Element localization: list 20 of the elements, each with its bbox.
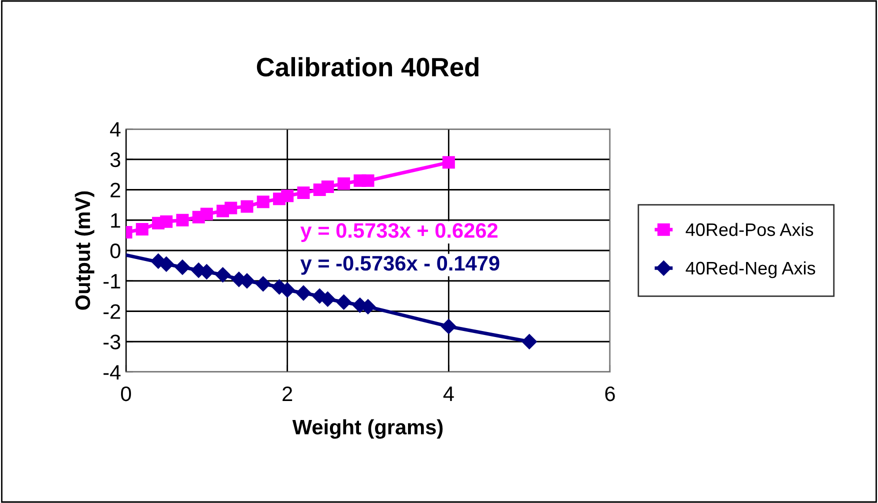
x-axis-title: Weight (grams) [292, 419, 443, 439]
y-tick-label: 0 [110, 244, 120, 258]
y-tick-label: -3 [104, 334, 120, 350]
y-tick-label: 2 [110, 182, 120, 198]
x-tick-label: 2 [282, 386, 292, 401]
x-tick-label: 0 [121, 386, 131, 402]
legend-label: 40Red-Neg Axis [686, 261, 816, 278]
legend-label: 40Red-Pos Axis [686, 222, 814, 236]
y-tick-label: -1 [104, 274, 120, 288]
chart-title: Calibration 40Red [256, 57, 478, 76]
y-tick-label: 3 [110, 152, 120, 168]
y-axis-title: Output (mV) [74, 191, 94, 310]
annotation: y = 0.5733x + 0.6262 [300, 223, 498, 242]
x-tick-label: 4 [443, 386, 454, 401]
y-tick-label: -4 [104, 365, 121, 380]
y-tick-label: 4 [110, 122, 121, 137]
y-tick-label: -2 [104, 304, 120, 319]
x-tick-label: 6 [605, 386, 615, 402]
annotation: y = -0.5736x - 0.1479 [300, 256, 500, 275]
y-tick-label: 1 [111, 213, 120, 228]
